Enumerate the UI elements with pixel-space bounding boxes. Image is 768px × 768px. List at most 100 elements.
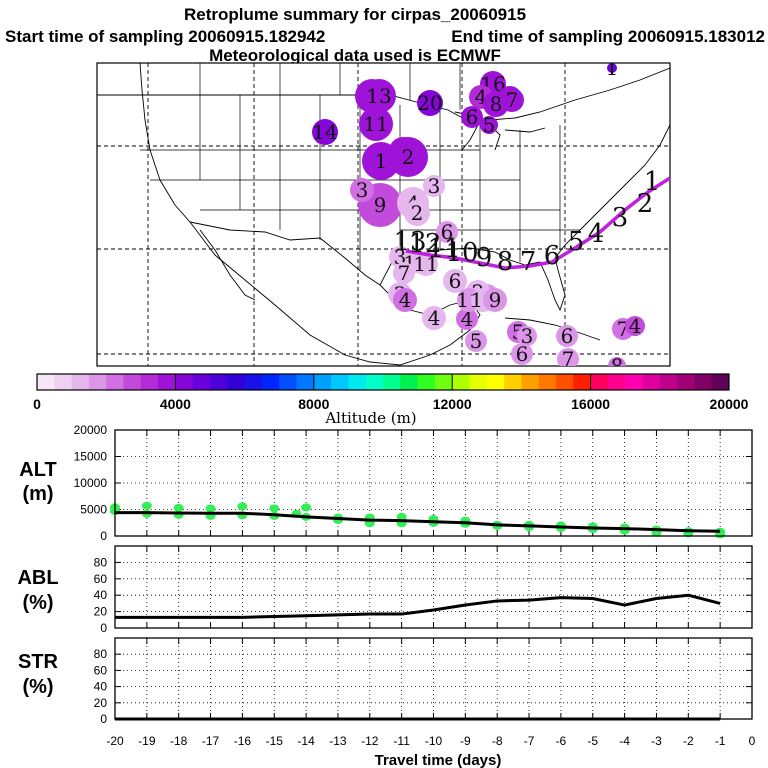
plume-marker-label: 5 bbox=[483, 113, 496, 137]
track-day-label: 6 bbox=[544, 241, 561, 271]
plume-marker: 1 bbox=[362, 142, 400, 180]
colorbar-tick-label: 0 bbox=[33, 396, 41, 412]
colorbar-swatch bbox=[538, 374, 557, 390]
plume-marker-label: 6 bbox=[561, 324, 574, 348]
colorbar-swatch bbox=[37, 374, 55, 390]
plume-marker-label: 4 bbox=[428, 306, 441, 330]
str-panel-unit: (%) bbox=[22, 676, 53, 698]
plume-marker-label: 3 bbox=[521, 324, 534, 348]
y-tick-label: 10000 bbox=[74, 476, 108, 490]
plume-marker-label: 8 bbox=[490, 92, 503, 116]
track-day-label: 8 bbox=[497, 247, 514, 277]
altitude-scatter-point bbox=[205, 504, 216, 513]
y-tick-label: 80 bbox=[94, 555, 108, 569]
colorbar-tick-label: 8000 bbox=[298, 396, 329, 412]
panel-frame bbox=[114, 545, 753, 629]
track-day-label: 9 bbox=[476, 243, 493, 273]
plume-marker-label: 11 bbox=[363, 112, 388, 136]
str-panel: 0 20 40 60 80 bbox=[94, 637, 753, 726]
colorbar-swatch bbox=[123, 374, 142, 390]
altitude-scatter-point bbox=[173, 503, 184, 512]
colorbar-swatch bbox=[227, 374, 245, 390]
colorbar-swatch bbox=[192, 374, 211, 390]
colorbar-swatch bbox=[175, 374, 194, 390]
x-tick-label: -19 bbox=[138, 734, 156, 748]
colorbar-tick-label: 16000 bbox=[571, 396, 610, 412]
colorbar-swatch bbox=[296, 374, 315, 390]
trajectory-map: 1131614203487116542193342631211741062344… bbox=[96, 62, 671, 371]
panel-frame bbox=[114, 637, 753, 720]
y-tick-label: 5000 bbox=[80, 503, 107, 517]
plume-marker-circle bbox=[436, 221, 458, 243]
colorbar-swatch bbox=[556, 374, 574, 390]
plume-marker-label: 2 bbox=[402, 145, 415, 169]
x-tick-label: -6 bbox=[556, 734, 567, 748]
plume-marker-circle bbox=[414, 252, 438, 276]
plume-marker-label: 4 bbox=[629, 314, 642, 338]
colorbar-swatch bbox=[625, 374, 643, 390]
plume-marker: 11 bbox=[359, 107, 393, 141]
colorbar-swatch bbox=[607, 374, 626, 390]
met-data-text: Meteorological data used is ECMWF bbox=[209, 46, 501, 65]
plume-marker-label: 9 bbox=[489, 288, 502, 312]
panel-frame bbox=[114, 429, 753, 537]
x-tick-label: -1 bbox=[715, 734, 726, 748]
y-tick-label: 0 bbox=[100, 712, 107, 726]
track-day-label: 11 bbox=[427, 234, 460, 264]
plume-marker-label: 7 bbox=[562, 347, 575, 371]
plume-markers: 1131614203487116542193342631211741062344… bbox=[312, 63, 645, 371]
sampling-start-text: Start time of sampling 20060915.182942 bbox=[5, 27, 325, 46]
plume-marker-circle bbox=[312, 119, 338, 145]
colorbar-swatch bbox=[348, 374, 367, 390]
plume-marker-label: 3 bbox=[356, 178, 369, 202]
plume-marker-label: 9 bbox=[374, 193, 387, 217]
colorbar-swatch bbox=[469, 374, 488, 390]
plume-marker-label: 13 bbox=[366, 84, 391, 108]
plume-marker: 6 bbox=[443, 269, 467, 293]
sampling-end-text: End time of sampling 20060915.183012 bbox=[451, 27, 765, 46]
colorbar-swatch bbox=[106, 374, 124, 390]
colorbar-swatch bbox=[677, 374, 695, 390]
colorbar-swatch bbox=[313, 374, 332, 390]
x-tick-label: -8 bbox=[492, 734, 503, 748]
plume-marker-circle bbox=[422, 306, 446, 330]
plume-marker: 9 bbox=[483, 288, 507, 312]
plume-marker-label: 14 bbox=[312, 120, 337, 144]
x-tick-label: -11 bbox=[393, 734, 410, 748]
abl-panel: 0 20 40 60 80 bbox=[94, 545, 753, 635]
x-axis-ticks: -20 -19 -18 -17 -16 -15 -14 -13 -12 -11 -10 -9 -8 -7-… bbox=[106, 734, 755, 748]
x-tick-label: -13 bbox=[329, 734, 347, 748]
plume-marker-circle bbox=[556, 325, 578, 347]
plume-marker: 4 bbox=[422, 306, 446, 330]
plume-marker: 4 bbox=[456, 307, 478, 331]
track-day-label: 3 bbox=[612, 203, 629, 233]
y-tick-label: 15000 bbox=[74, 450, 108, 464]
x-tick-label: -5 bbox=[587, 734, 598, 748]
plume-marker-label: 7 bbox=[506, 88, 519, 112]
track-day-label: 7 bbox=[520, 247, 537, 277]
plume-marker-circle bbox=[483, 288, 507, 312]
plume-marker-label: 6 bbox=[441, 220, 454, 244]
plume-marker: 3 bbox=[423, 174, 445, 198]
y-tick-label: 40 bbox=[94, 680, 108, 694]
plume-marker-circle bbox=[511, 343, 533, 365]
trajectory-track bbox=[405, 176, 671, 270]
plume-marker: 5 bbox=[480, 113, 498, 137]
plume-marker: 7 bbox=[557, 347, 579, 371]
track-day-label: 1 bbox=[644, 167, 661, 197]
plume-marker: 5 bbox=[465, 329, 487, 353]
track-day-label: 12 bbox=[408, 229, 441, 259]
plume-marker-circle bbox=[423, 175, 445, 197]
colorbar-swatch bbox=[642, 374, 661, 390]
y-tick-label: 0 bbox=[100, 621, 107, 635]
colorbar-swatch bbox=[365, 374, 384, 390]
colorbar-tick-label: 4000 bbox=[160, 396, 191, 412]
plume-marker-label: 6 bbox=[516, 342, 529, 366]
track-day-label: 10 bbox=[445, 238, 478, 268]
altitude-scatter-point bbox=[396, 512, 407, 521]
colorbar-swatch bbox=[244, 374, 263, 390]
track-day-label: 5 bbox=[568, 227, 585, 257]
colorbar-swatch bbox=[279, 374, 297, 390]
plume-marker-circle bbox=[517, 326, 537, 346]
